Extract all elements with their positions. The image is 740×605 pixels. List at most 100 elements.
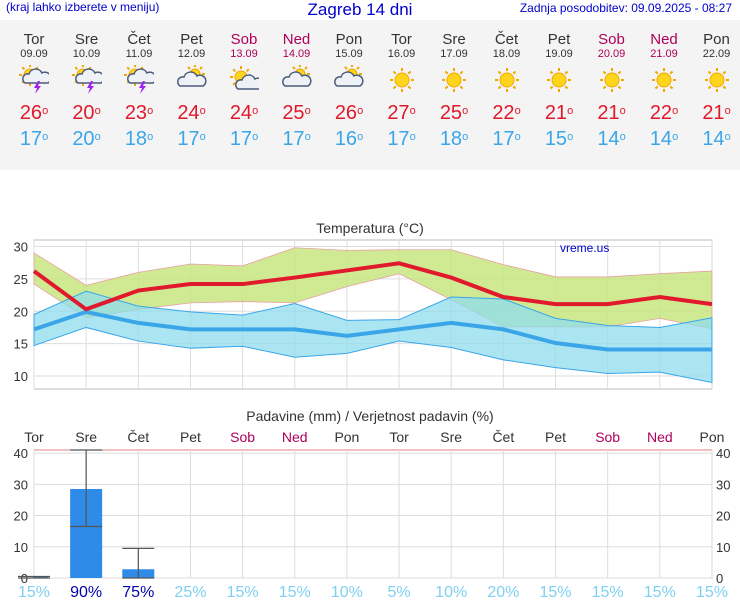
temperature-y-tick: 25 (14, 272, 28, 287)
sun-icon (597, 65, 627, 95)
precipitation-day-label: Sre (75, 429, 97, 445)
degree-sign: o (305, 105, 311, 117)
max-temperature: 22o (638, 101, 690, 125)
degree-sign: o (95, 131, 101, 143)
max-temperature-value: 23 (125, 102, 147, 124)
precipitation-probability: 20% (487, 584, 519, 600)
day-name: Sre (428, 32, 480, 48)
min-temperature-value: 17 (177, 128, 199, 150)
degree-sign: o (147, 105, 153, 117)
precipitation-y-tick-right: 40 (716, 446, 730, 461)
day-name: Pet (533, 32, 585, 48)
min-temperature: 14o (638, 125, 690, 153)
precipitation-chart-title: Padavine (mm) / Verjetnost padavin (%) (246, 408, 493, 424)
max-temperature-value: 21 (597, 102, 619, 124)
precipitation-day-label: Pon (699, 429, 724, 445)
day-date: 22.09 (691, 48, 740, 61)
precipitation-day-label: Tor (389, 429, 409, 445)
precipitation-probability: 90% (70, 584, 102, 600)
max-temperature-value: 25 (440, 102, 462, 124)
min-temperature-value: 18 (125, 128, 147, 150)
max-temperature: 22o (481, 101, 533, 125)
precipitation-y-tick-right: 30 (716, 477, 730, 492)
day-date: 10.09 (61, 48, 113, 61)
day-name: Pon (691, 32, 740, 48)
precipitation-probability: 5% (387, 584, 410, 600)
min-temperature: 17o (166, 125, 218, 153)
day-name: Sob (586, 32, 638, 48)
sun-icon (702, 65, 732, 95)
min-temperature: 18o (428, 125, 480, 153)
sun-icon (387, 65, 417, 95)
degree-sign: o (357, 105, 363, 117)
sun-cloud-icon (282, 65, 312, 95)
day-name: Ned (271, 32, 323, 48)
min-temperature-value: 20 (72, 128, 94, 150)
max-temperature: 24o (166, 101, 218, 125)
last-updated: Zadnja posodobitev: 09.09.2025 - 08:27 (520, 1, 732, 15)
precipitation-day-label: Sob (595, 429, 620, 445)
day-date: 09.09 (8, 48, 60, 61)
precipitation-y-tick-right: 20 (716, 509, 730, 524)
precipitation-probability: 15% (279, 584, 311, 600)
precipitation-probability: 15% (592, 584, 624, 600)
precipitation-day-label: Sre (440, 429, 462, 445)
degree-sign: o (410, 105, 416, 117)
precipitation-y-tick-left: 40 (14, 446, 28, 461)
max-temperature-value: 21 (545, 102, 567, 124)
min-temperature: 17o (376, 125, 428, 153)
max-temperature-value: 24 (177, 102, 199, 124)
degree-sign: o (515, 131, 521, 143)
degree-sign: o (200, 131, 206, 143)
precipitation-day-label: Pet (180, 429, 201, 445)
degree-sign: o (567, 105, 573, 117)
temperature-chart-title: Temperatura (°C) (316, 220, 424, 236)
day-date: 14.09 (271, 48, 323, 61)
max-temperature-value: 21 (702, 102, 724, 124)
min-temperature-value: 14 (597, 128, 619, 150)
day-date: 20.09 (586, 48, 638, 61)
page-header: (kraj lahko izberete v meniju) Zagreb 14… (0, 0, 740, 20)
max-temperature-value: 27 (387, 102, 409, 124)
degree-sign: o (620, 105, 626, 117)
degree-sign: o (515, 105, 521, 117)
degree-sign: o (462, 131, 468, 143)
precipitation-y-tick-left: 30 (14, 477, 28, 492)
degree-sign: o (42, 105, 48, 117)
precipitation-probability: 15% (696, 584, 728, 600)
max-temperature-value: 24 (230, 102, 252, 124)
min-temperature: 16o (323, 125, 375, 153)
min-temperature-value: 17 (492, 128, 514, 150)
day-name: Ned (638, 32, 690, 48)
day-date: 13.09 (218, 48, 270, 61)
day-date: 17.09 (428, 48, 480, 61)
min-temperature-value: 17 (282, 128, 304, 150)
degree-sign: o (95, 105, 101, 117)
max-temperature-value: 22 (650, 102, 672, 124)
degree-sign: o (620, 131, 626, 143)
degree-sign: o (252, 131, 258, 143)
max-temperature: 21o (586, 101, 638, 125)
precipitation-day-label: Sob (230, 429, 255, 445)
temperature-y-tick: 30 (14, 239, 28, 254)
max-temperature-value: 20 (72, 102, 94, 124)
sun-cloud-lightning-icon (72, 65, 102, 95)
sun-cloud-lightning-icon (19, 65, 49, 95)
max-temperature: 25o (428, 101, 480, 125)
day-date: 11.09 (113, 48, 165, 61)
max-temperature: 23o (113, 101, 165, 125)
precipitation-probability: 15% (18, 584, 50, 600)
sun-icon (544, 65, 574, 95)
degree-sign: o (672, 131, 678, 143)
min-temperature-value: 17 (230, 128, 252, 150)
